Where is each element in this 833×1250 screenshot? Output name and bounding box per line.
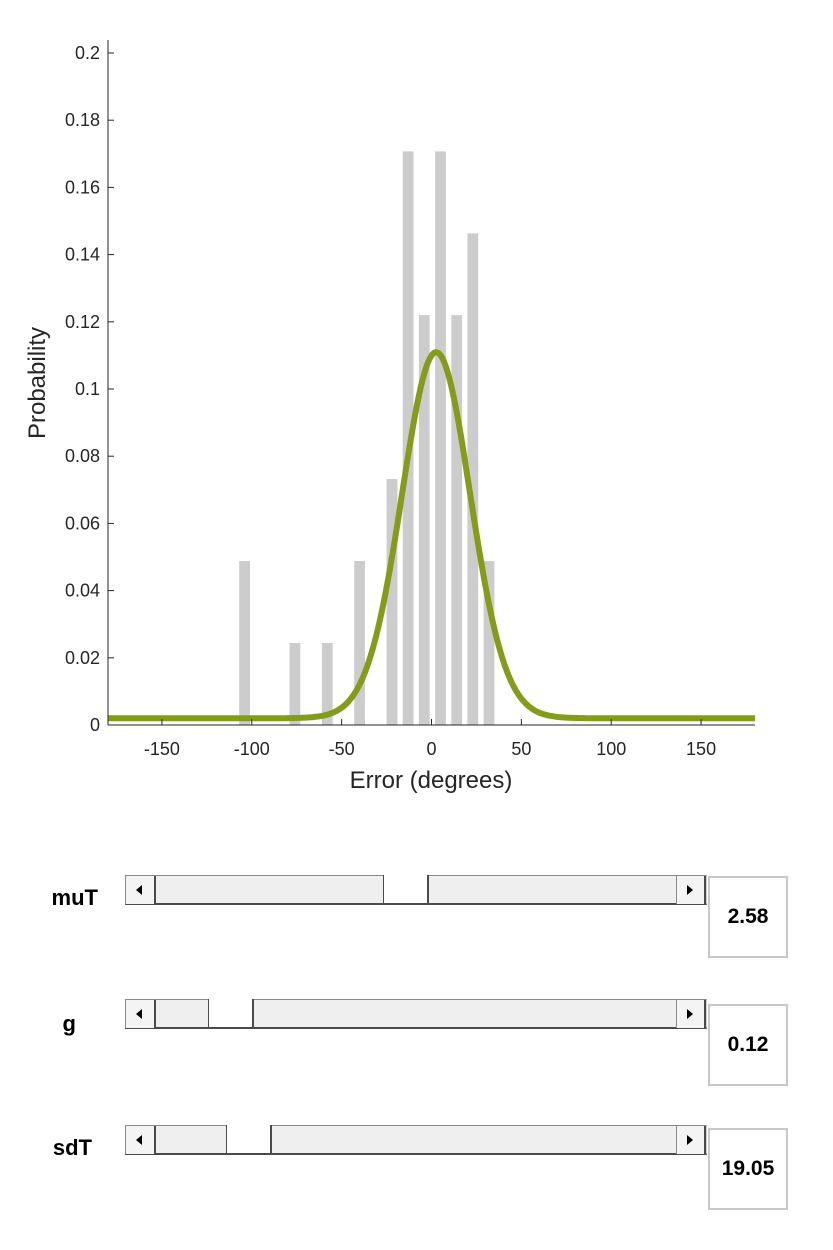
arrow-right-icon [687,1135,693,1145]
g-value-field[interactable]: 0.12 [708,1004,788,1086]
y-tick-label: 0.18 [65,110,100,130]
mut-value-field[interactable]: 2.58 [708,876,788,958]
mut-increase-button[interactable] [676,876,706,904]
sdt-slider-thumb[interactable] [226,1125,272,1155]
y-tick-label: 0.02 [65,648,100,668]
arrow-right-icon [687,1009,693,1019]
x-axis-label: Error (degrees) [350,767,513,794]
g-slider[interactable] [125,999,707,1029]
histogram-bar [418,315,430,725]
x-tick-label: 100 [596,739,626,759]
g-increase-button[interactable] [676,1000,706,1028]
y-tick-label: 0.2 [75,43,100,63]
x-tick-label: 0 [426,739,436,759]
slider-label-g: g [62,1011,76,1036]
histogram-bar [239,561,250,725]
arrow-left-icon [136,1009,142,1019]
y-ticks: 0 0.02 0.04 0.06 0.08 0.1 0.12 0.14 0.16 0.18 0.2 [65,43,114,735]
arrow-right-icon [687,885,693,895]
x-ticks: -150 -100 -50 0 50 100 150 [144,719,716,759]
slider-row-sdt: sdT 19.05 [0,1110,833,1220]
mut-decrease-button[interactable] [126,876,156,904]
histogram-bar [435,151,446,725]
sdt-slider[interactable] [125,1125,707,1155]
y-tick-label: 0.1 [75,379,100,399]
x-tick-label: -100 [234,739,270,759]
histogram-bar [321,643,333,725]
y-axis-label: Probability [24,327,51,439]
histogram-bar [467,233,479,725]
histogram-bar [354,561,365,725]
g-slider-thumb[interactable] [207,999,254,1029]
histogram-bar [289,643,301,725]
y-tick-label: 0.04 [65,581,100,601]
slider-label-mut: muT [51,885,98,910]
x-tick-label: 150 [686,739,716,759]
x-tick-label: -150 [144,739,180,759]
x-tick-label: -50 [329,739,355,759]
y-tick-label: 0.12 [65,312,100,332]
mut-slider[interactable] [125,875,707,905]
x-tick-label: 50 [511,739,531,759]
y-tick-label: 0.08 [65,446,100,466]
mut-slider-thumb[interactable] [383,875,430,905]
sdt-increase-button[interactable] [676,1126,706,1154]
arrow-left-icon [136,1135,142,1145]
histogram-bar [483,561,495,725]
y-tick-label: 0.06 [65,513,100,533]
y-tick-label: 0.16 [65,177,100,197]
histogram-bars [239,151,495,725]
fit-curve [106,349,757,722]
sdt-decrease-button[interactable] [126,1126,156,1154]
axes [107,40,755,726]
slider-row-mut: muT 2.58 [0,860,833,970]
histogram-bar [451,315,463,725]
g-decrease-button[interactable] [126,1000,156,1028]
y-tick-label: 0.14 [65,245,100,265]
histogram-chart: 00.020.040.060.080.10.120.140.160.180.2 … [24,40,757,794]
slider-row-g: g 0.12 [0,984,833,1094]
histogram-bar [386,479,398,725]
slider-label-sdt: sdT [52,1135,92,1160]
y-tick-label: 0 [90,715,100,735]
arrow-left-icon [136,885,142,895]
sdt-value-field[interactable]: 19.05 [708,1128,788,1210]
